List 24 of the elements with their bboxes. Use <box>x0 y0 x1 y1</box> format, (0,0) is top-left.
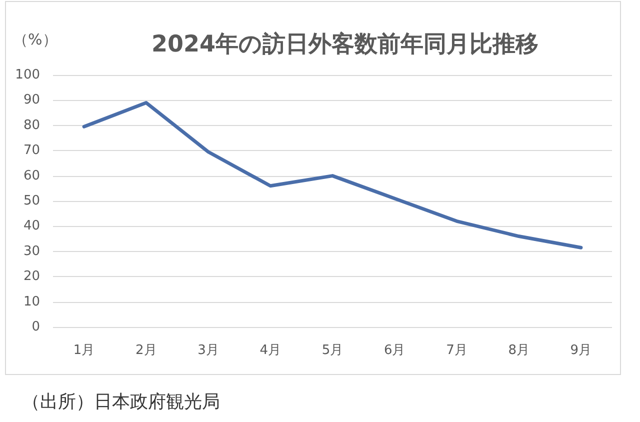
y-tick-label: 10 <box>23 294 40 310</box>
x-tick-label: 5月 <box>322 343 344 358</box>
x-tick-label: 8月 <box>508 343 530 358</box>
y-tick-label: 50 <box>23 194 40 208</box>
text: （出所）日本政府観光局 <box>22 392 220 412</box>
chart-title: 2024年の訪日外客数前年同月比推移 <box>151 30 539 58</box>
x-tick-label: 1月 <box>73 343 95 358</box>
y-tick-label: 80 <box>23 118 40 133</box>
y-axis-title: （%） <box>13 30 58 48</box>
x-tick-label: 2月 <box>136 343 157 358</box>
y-tick-label: 0 <box>32 320 40 334</box>
y-tick-label: 90 <box>23 92 40 108</box>
x-tick-label: 9月 <box>570 343 592 358</box>
y-tick-label: 100 <box>15 68 40 82</box>
y-tick-label: 70 <box>23 143 40 158</box>
y-tick-label: 60 <box>23 168 40 184</box>
x-tick-label: 6月 <box>384 343 406 358</box>
y-tick-label: 40 <box>23 218 40 234</box>
y-tick-label: 30 <box>23 244 40 259</box>
x-tick-label: 4月 <box>260 343 282 358</box>
line-series <box>82 100 583 250</box>
x-tick-label: 7月 <box>446 343 468 358</box>
y-tick-label: 20 <box>23 269 40 284</box>
x-tick-label: 3月 <box>198 343 219 358</box>
